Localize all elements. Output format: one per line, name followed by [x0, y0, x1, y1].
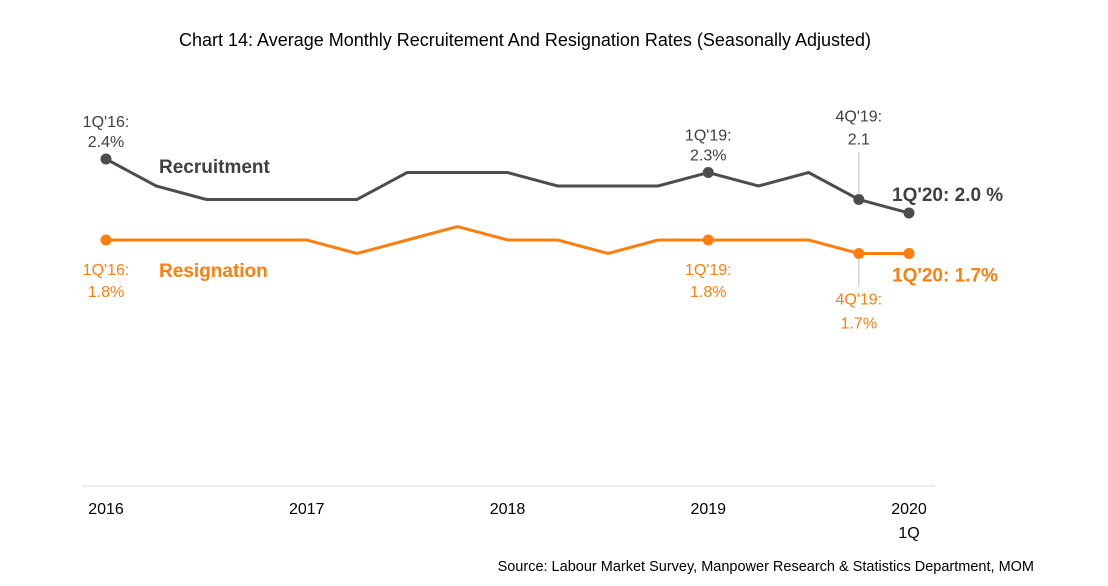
- annotation-label: 1Q'16:: [83, 114, 130, 131]
- annotation-label: 1Q'16:: [83, 262, 130, 279]
- annotation-layer: 1Q'16: 2.4% 1Q'19: 2.3% 4Q'19: 2.1 1Q'20: 2.0 …: [83, 109, 1004, 333]
- x-tick-label: 2018: [490, 501, 526, 518]
- data-point-recruitment: [100, 153, 112, 165]
- series-line-recruitment: [105, 157, 910, 215]
- annotation-label: 1Q'19:: [685, 262, 732, 279]
- end-value-label: 1Q'20: 1.7%: [892, 266, 998, 287]
- x-tick-sublabel: 1Q: [898, 525, 919, 542]
- source-note: Source: Labour Market Survey, Manpower R…: [498, 559, 1034, 575]
- end-value-label: 1Q'20: 2.0 %: [892, 185, 1003, 206]
- annotation-value: 2.1: [848, 132, 870, 149]
- series-layer: [100, 153, 915, 259]
- data-point-resignation: [853, 248, 865, 259]
- annotation-label: 1Q'19:: [685, 128, 732, 145]
- annotation-value: 1.7%: [841, 316, 877, 333]
- annotation-value: 2.4%: [88, 134, 124, 151]
- legend-recruitment: Recruitment: [159, 157, 271, 178]
- data-point-recruitment: [853, 194, 865, 205]
- annotation-value: 2.3%: [690, 148, 726, 165]
- data-point-resignation: [903, 248, 915, 259]
- data-point-recruitment: [903, 207, 915, 219]
- annotation-label: 4Q'19:: [835, 292, 882, 309]
- legend-resignation: Resignation: [159, 261, 268, 282]
- chart-title: Chart 14: Average Monthly Recruitement A…: [179, 30, 871, 50]
- annotation-label: 4Q'19:: [835, 109, 882, 126]
- x-tick-label: 2019: [690, 501, 726, 518]
- data-point-recruitment: [702, 167, 714, 178]
- series-line-resignation: [106, 224, 909, 256]
- annotation-value: 1.8%: [690, 284, 726, 301]
- x-tick-label: 2016: [88, 501, 124, 518]
- annotation-value: 1.8%: [88, 284, 124, 301]
- x-tick-label: 2017: [289, 501, 325, 518]
- data-point-resignation: [702, 234, 714, 246]
- x-tick-label: 2020: [891, 501, 927, 518]
- x-axis-ticks: 2016 2017 2018 2019 2020 1Q: [88, 501, 927, 542]
- data-point-resignation: [100, 234, 112, 246]
